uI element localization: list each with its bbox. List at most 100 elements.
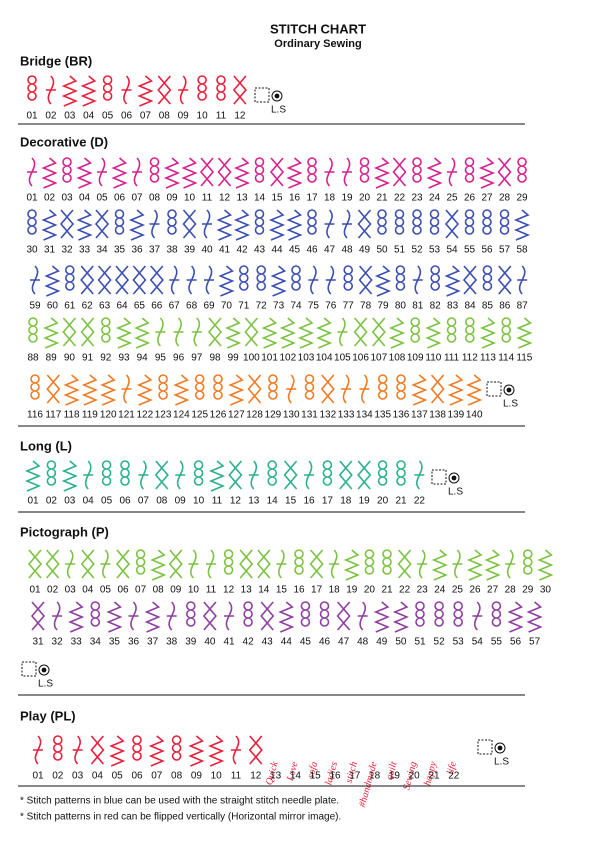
stitch-icon <box>507 601 524 633</box>
stitch-icon <box>452 549 463 579</box>
stitch-icon <box>466 549 484 581</box>
stitch-icon <box>447 374 464 406</box>
stitch-number: 14 <box>258 585 270 596</box>
ls-box <box>431 469 447 485</box>
stitch-number: 12 <box>230 496 242 507</box>
stitch-icon <box>256 549 271 579</box>
stitch-icon <box>464 209 475 235</box>
stitch-icon <box>325 265 336 295</box>
stitch-number: 128 <box>246 410 263 421</box>
stitch-icon <box>202 209 212 239</box>
stitch-number: 20 <box>359 193 371 204</box>
stitch-icon <box>426 157 443 189</box>
stitch-number: 123 <box>155 410 172 421</box>
stitch-number: 06 <box>131 771 143 782</box>
stitch-number: 68 <box>186 301 198 312</box>
stitch-number: 85 <box>482 301 494 312</box>
stitch-number: 21 <box>381 585 393 596</box>
stitch-number: 137 <box>411 410 428 421</box>
stitch-number: 54 <box>446 245 458 256</box>
stitch-icon <box>154 460 169 490</box>
stitch-number: 10 <box>193 496 205 507</box>
stitch-icon <box>97 265 112 295</box>
stitch-icon <box>132 157 142 187</box>
stitch-icon <box>128 601 139 631</box>
stitch-number: 132 <box>319 410 336 421</box>
stitch-icon <box>27 157 37 187</box>
stitch-number: 03 <box>64 496 76 507</box>
stitch-icon <box>59 209 75 239</box>
stitch-icon <box>68 601 85 633</box>
stitch-icon <box>114 209 125 235</box>
stitch-number: 19 <box>346 585 358 596</box>
stitch-icon <box>320 374 335 404</box>
stitch-number: 26 <box>469 585 481 596</box>
stitch-icon <box>499 209 510 235</box>
stitch-icon <box>101 460 112 486</box>
stitch-number: 69 <box>203 301 215 312</box>
stitch-icon <box>248 460 259 490</box>
stitch-number: 135 <box>374 410 391 421</box>
stitch-number: 01 <box>26 111 38 122</box>
stitch-icon <box>224 601 234 631</box>
stitch-icon <box>465 317 475 343</box>
stitch-icon <box>80 317 95 347</box>
stitch-number: 77 <box>343 301 355 312</box>
stitch-number: 22 <box>414 496 426 507</box>
stitch-word: life <box>445 760 459 776</box>
stitch-number: 140 <box>466 410 483 421</box>
stitch-number: 23 <box>411 193 423 204</box>
stitch-icon <box>359 374 370 404</box>
stitch-number: 10 <box>188 585 200 596</box>
ls-box <box>254 87 270 103</box>
stitch-number: 18 <box>324 193 336 204</box>
stitch-icon <box>94 209 110 239</box>
stitch-icon <box>114 265 130 295</box>
stitch-number: 03 <box>64 111 76 122</box>
stitch-number: 103 <box>298 353 315 364</box>
stitch-icon <box>308 265 319 295</box>
stitch-number: 02 <box>45 111 57 122</box>
stitch-number: 98 <box>209 353 221 364</box>
stitch-number: 40 <box>204 637 216 648</box>
stitch-icon <box>41 209 58 241</box>
stitch-icon <box>268 374 278 400</box>
stitch-number: 11 <box>212 496 223 507</box>
stitch-number: 52 <box>434 637 446 648</box>
stitch-number: 16 <box>303 496 315 507</box>
stitch-icon <box>324 157 335 187</box>
stitch-icon <box>90 735 105 765</box>
stitch-number: 130 <box>283 410 300 421</box>
stitch-number: 44 <box>271 245 283 256</box>
stitch-number: 42 <box>243 637 255 648</box>
stitch-icon <box>232 75 247 105</box>
stitch-icon <box>307 157 317 183</box>
stitch-icon <box>517 265 528 295</box>
stitch-number: 138 <box>429 410 446 421</box>
stitch-number: 100 <box>243 353 260 364</box>
stitch-number: 37 <box>149 245 161 256</box>
stitch-icon <box>61 460 78 492</box>
stitch-number: 14 <box>290 771 302 782</box>
ls-dot <box>497 745 503 751</box>
stitch-number: 94 <box>137 353 149 364</box>
stitch-number: 99 <box>228 353 240 364</box>
stitch-icon <box>358 265 373 295</box>
stitch-number: 88 <box>27 353 39 364</box>
stitch-number: 04 <box>92 771 104 782</box>
stitch-number: 09 <box>191 771 203 782</box>
stitch-number: 10 <box>211 771 223 782</box>
stitch-number: 24 <box>434 585 446 596</box>
stitch-number: 136 <box>393 410 410 421</box>
stitch-icon <box>497 157 512 187</box>
stitch-number: 02 <box>46 496 58 507</box>
stitch-number: 20 <box>364 585 376 596</box>
stitch-icon <box>243 601 253 627</box>
stitch-number: 50 <box>395 637 407 648</box>
stitch-icon <box>430 265 441 291</box>
stitch-number: 46 <box>306 245 318 256</box>
stitch-icon <box>46 374 61 404</box>
stitch-number: 119 <box>82 410 98 421</box>
ls-box <box>486 381 502 397</box>
stitch-number: 75 <box>308 301 320 312</box>
